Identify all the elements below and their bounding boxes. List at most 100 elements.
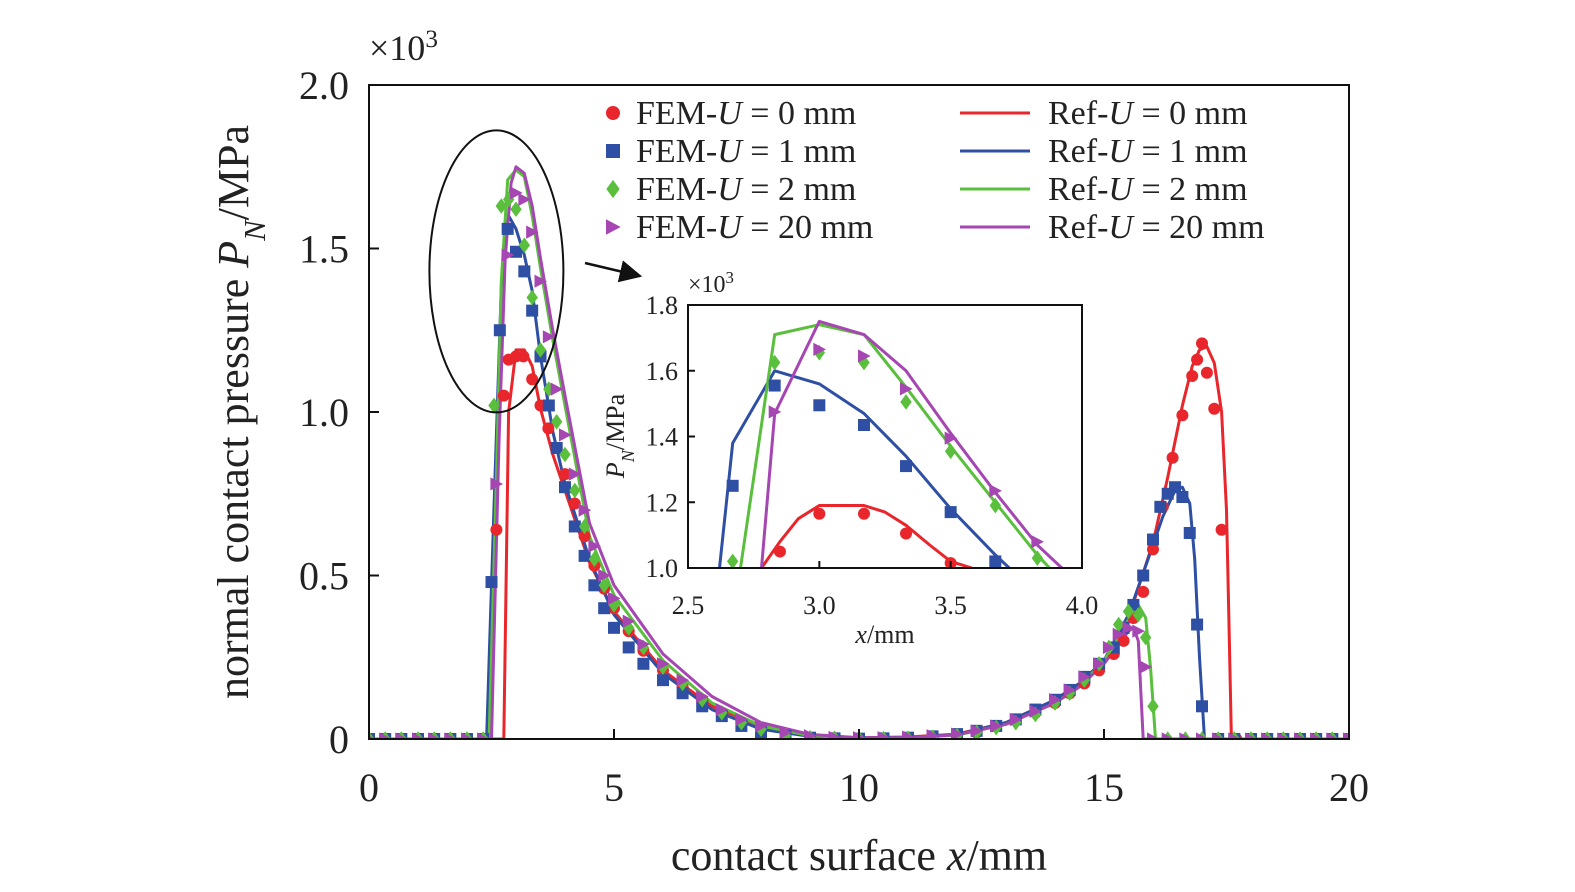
data-point <box>1200 366 1213 379</box>
data-point <box>1137 569 1150 582</box>
data-point <box>1147 533 1159 546</box>
x-axis-title: x/mm <box>854 620 914 649</box>
data-point <box>598 602 611 615</box>
data-point <box>428 732 441 739</box>
data-point <box>637 637 650 651</box>
data-point <box>970 724 984 738</box>
data-point <box>1191 353 1204 366</box>
data-point <box>858 354 870 371</box>
data-point <box>495 198 507 214</box>
data-point <box>502 191 515 208</box>
data-point <box>657 657 670 671</box>
x-tick-label: 2.5 <box>672 591 705 620</box>
data-point <box>1078 670 1091 684</box>
data-point <box>1261 732 1274 739</box>
data-point <box>608 591 621 605</box>
y-tick-label: 2.0 <box>299 63 349 108</box>
data-point <box>1132 624 1145 638</box>
data-point <box>768 354 781 371</box>
legend-label: FEM-U = 0 mm <box>636 95 856 132</box>
data-point <box>1310 732 1323 739</box>
zoom-highlight-ellipse <box>428 129 565 414</box>
data-point <box>1169 481 1182 494</box>
data-point <box>1049 693 1062 707</box>
y-tick-label: 1.0 <box>299 390 349 435</box>
data-point <box>1245 732 1258 739</box>
y-axis-title: PN/MPa <box>601 393 638 479</box>
data-point <box>559 481 571 494</box>
data-point <box>773 545 786 558</box>
series-markers-fem-u-20-mm <box>768 342 1044 549</box>
data-point <box>501 222 514 235</box>
data-point <box>813 507 826 520</box>
data-point <box>578 503 592 517</box>
data-point <box>900 460 913 473</box>
data-point <box>623 620 635 636</box>
x-tick-label: 3.5 <box>934 591 967 620</box>
y-multiplier: ×103 <box>688 268 734 299</box>
data-point <box>518 237 531 254</box>
plot-area <box>369 165 1349 739</box>
series-markers-fem-u-20-mm <box>369 186 1349 739</box>
data-point <box>501 248 515 262</box>
data-point <box>461 732 474 739</box>
y-multiplier: ×103 <box>369 26 438 69</box>
legend-marker <box>606 219 621 235</box>
data-point <box>490 523 503 536</box>
data-point <box>598 577 610 594</box>
data-point <box>542 422 555 435</box>
legend-label: Ref-U = 20 mm <box>1048 209 1265 246</box>
data-point <box>1029 704 1042 718</box>
data-point <box>900 382 913 396</box>
legend-label: FEM-U = 20 mm <box>636 209 873 246</box>
x-tick-label: 10 <box>839 765 879 810</box>
data-point <box>518 265 531 278</box>
data-point <box>1277 732 1290 739</box>
data-point <box>779 725 793 739</box>
data-point <box>676 673 690 687</box>
data-point <box>755 719 768 733</box>
data-point <box>1196 700 1208 713</box>
data-point <box>412 732 425 739</box>
data-point <box>1215 523 1228 536</box>
legend-marker <box>606 106 620 120</box>
y-tick-label: 1.6 <box>646 357 679 386</box>
data-point <box>900 527 913 540</box>
data-point <box>813 399 826 412</box>
data-point <box>944 431 958 445</box>
data-point <box>1122 621 1136 635</box>
legend-label: FEM-U = 2 mm <box>636 171 856 208</box>
data-point <box>1122 603 1135 620</box>
data-point <box>989 497 1002 514</box>
data-point <box>543 381 555 397</box>
series-line-ref-u-20-mm <box>760 319 1065 568</box>
legend-item-ref-u-1-mm: Ref-U = 1 mm <box>960 133 1248 170</box>
data-point <box>477 732 490 739</box>
data-point <box>379 732 392 739</box>
legend-item-ref-u-0-mm: Ref-U = 0 mm <box>960 95 1248 132</box>
data-point <box>1208 402 1221 415</box>
data-point <box>526 304 539 317</box>
data-point <box>1147 698 1159 715</box>
data-point <box>534 274 548 288</box>
data-point <box>676 687 689 700</box>
legend-marker <box>606 179 620 199</box>
data-point <box>490 477 503 491</box>
y-tick-label: 1.2 <box>646 488 679 517</box>
data-point <box>622 614 636 628</box>
data-point <box>1139 660 1153 674</box>
data-point <box>550 382 564 396</box>
data-point <box>657 674 669 687</box>
data-point <box>857 418 870 431</box>
data-point <box>1294 732 1307 739</box>
series-line-ref-u-0-mm <box>760 504 973 568</box>
data-point <box>900 394 912 410</box>
y-tick-label: 1.8 <box>646 291 679 320</box>
data-point <box>526 225 539 239</box>
data-point <box>568 497 581 510</box>
data-point <box>1196 337 1208 350</box>
data-point <box>1176 409 1189 422</box>
data-point <box>559 446 571 463</box>
x-axis-title: contact surface x/mm <box>671 831 1047 880</box>
